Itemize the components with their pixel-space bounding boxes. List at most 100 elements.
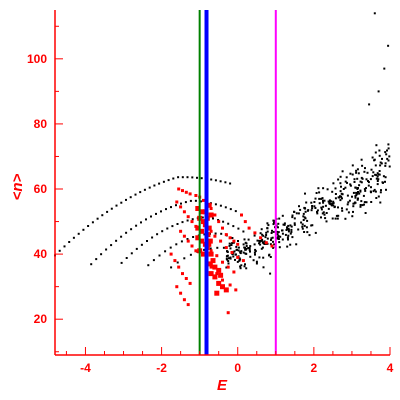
cloud-point [332,182,335,185]
cloud-point [227,260,230,263]
cloud-point [282,223,285,226]
band-point [214,203,217,206]
cloud-point [377,178,380,181]
cloud-point [243,265,246,268]
y-tick-label: 40 [34,247,48,261]
cloud-point [321,197,324,200]
cloud-point [373,12,376,15]
band-point [210,178,213,181]
band-point [180,240,183,243]
cloud-point [262,234,265,237]
band-point [134,193,137,196]
cloud-point [369,190,372,193]
cloud-point [364,212,367,214]
band-point [255,260,258,263]
x-tick-label: -4 [80,361,91,375]
cloud-point [320,208,323,211]
cloud-point [360,158,363,161]
cloud-point [253,234,256,237]
cloud-point [384,164,387,167]
cloud-point [355,171,358,174]
cloud-point [328,202,331,205]
cloud-point [287,224,290,227]
band-point [203,248,206,251]
cloud-point [310,224,313,227]
cloud-point [239,265,242,268]
cloud-point [345,208,348,211]
red-point [259,236,263,240]
cloud-point [357,191,359,193]
red-point-large [220,284,225,290]
x-tick-label: 2 [311,361,318,375]
cloud-point [367,184,370,187]
cloud-point [341,170,344,173]
cloud-point [232,255,235,258]
red-point [186,215,190,219]
cloud-point [269,243,272,246]
cloud-point [261,246,264,249]
band-point [172,177,175,180]
cloud-point [289,232,292,235]
band-point [87,225,90,227]
cloud-point [268,253,271,256]
cloud-point [231,242,234,244]
red-point [253,231,257,235]
cloud-point [346,181,348,184]
cloud-point [322,200,324,203]
cloud-point [373,188,376,191]
band-point [175,243,178,246]
cloud-point [304,207,307,210]
cloud-point [387,143,390,146]
band-point [120,261,123,264]
red-point [221,260,224,264]
cloud-point [278,217,281,220]
cloud-point [337,206,339,209]
cloud-point [258,240,261,242]
cloud-point [362,194,365,197]
band-point [186,176,189,179]
cloud-point [261,241,264,244]
red-point [236,255,240,259]
cloud-point [304,192,306,195]
cloud-point [341,197,343,200]
cloud-point [291,214,294,217]
band-point [224,181,227,184]
cloud-point [281,229,283,232]
cloud-point [358,184,361,187]
cloud-point [388,165,391,168]
cloud-point [374,190,377,193]
red-point [270,244,274,248]
cloud-point [328,201,331,204]
cloud-point [374,173,377,176]
cloud-point [351,173,354,176]
band-point [201,216,204,219]
cloud-point [314,197,317,200]
band-point [232,225,235,228]
red-point [188,281,192,285]
band-point [125,257,128,259]
cloud-point [306,219,309,222]
red-point [221,278,224,282]
cloud-point [235,245,238,248]
band-point [115,204,118,207]
y-axis-label: <n> [9,173,26,200]
cloud-point [325,220,328,223]
red-point-large [195,206,201,211]
y-tick-label: 100 [27,52,47,66]
cloud-point [233,250,236,253]
cloud-point [349,184,352,187]
cloud-point [323,213,326,216]
cloud-point [305,201,308,204]
cloud-point [260,239,263,242]
cloud-point [284,233,287,236]
y-tick-label: 60 [34,182,48,196]
band-point [214,232,217,235]
band-point [135,224,138,227]
band-point [176,223,179,225]
cloud-point [331,202,334,205]
band-point [165,208,167,211]
cloud-point [386,149,388,152]
cloud-point [283,223,286,226]
cloud-point [353,178,356,181]
red-point-large [212,274,218,280]
